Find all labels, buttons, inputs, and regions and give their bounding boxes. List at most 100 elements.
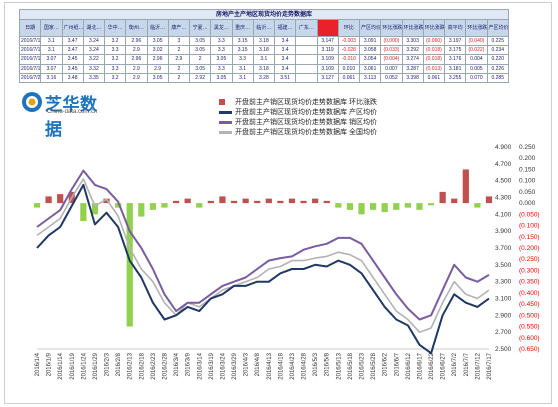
x-tick-label: 2016/4/3 xyxy=(244,352,250,376)
table-title: 房地产主产地区现货均价走势数据库 xyxy=(19,9,509,20)
table-cell: (0.060) xyxy=(422,35,446,47)
change-bar xyxy=(115,203,122,208)
table-header-cell: 环比 xyxy=(337,19,361,37)
y-left-tick-label: 3.100 xyxy=(495,296,512,303)
y-left-tick-label: 3.700 xyxy=(495,245,512,252)
table-cell: 2 xyxy=(188,54,212,65)
y-right-tick-label: 0.000 xyxy=(519,200,536,207)
table-header-cell: 产区均价 xyxy=(358,19,382,37)
table-cell: 0.220 xyxy=(486,54,509,65)
table-cell: 3.15 xyxy=(231,45,254,56)
table-cell: 3.2 xyxy=(103,54,127,65)
change-bar xyxy=(393,203,400,210)
table-cell: 2 xyxy=(167,72,191,84)
table-cell: 3.05 xyxy=(188,35,212,47)
change-bar xyxy=(138,203,145,217)
table-cell: 3.147 xyxy=(316,35,339,47)
table-header-cell: 华中… xyxy=(103,19,127,37)
change-bar xyxy=(404,203,411,208)
table-cell: 3.05 xyxy=(188,63,212,74)
table-row: 2016/7/203.163.483.353.22.93.0522.923.05… xyxy=(18,72,509,84)
x-tick-label: 2016/6/12 xyxy=(406,352,412,379)
table-cell: 3.3 xyxy=(103,63,127,74)
table-body: 2016/7/143.13.473.243.22.963.0533.053.33… xyxy=(18,35,509,84)
table-cell: 3.28 xyxy=(252,72,276,84)
table-cell: 2016/7/19 xyxy=(18,63,42,74)
table-cell: 3.24 xyxy=(82,35,106,47)
x-tick-label: 2016/1/19 xyxy=(70,352,76,379)
series-line-producer xyxy=(36,183,490,355)
table-cell: 3.1 xyxy=(40,35,63,47)
change-bar xyxy=(219,196,226,204)
table-cell: 3.51 xyxy=(273,72,297,84)
table-cell: 2016/7/14 xyxy=(18,35,42,47)
table-cell: 0.005 xyxy=(465,63,488,74)
table-cell: 3.05 xyxy=(188,45,212,56)
table-header-cell xyxy=(316,19,339,37)
change-bar xyxy=(485,196,493,204)
table-header-cell: 康产… xyxy=(167,19,191,37)
x-tick-label: 2016/1/9 xyxy=(47,352,53,376)
table-cell: 0.004 xyxy=(465,54,488,65)
table-cell: 3.175 xyxy=(443,45,467,56)
table-cell: 3.32 xyxy=(82,63,106,74)
table-cell: 2.9 xyxy=(125,63,148,74)
chart-svg: 2.500 2.700 2.900 3.100 3.300 3.500 3.700 3.900… xyxy=(33,144,540,380)
table-cell: 2.9 xyxy=(125,72,148,84)
table-cell: 3.197 xyxy=(443,35,467,47)
change-bar xyxy=(265,198,272,204)
table-cell: 3.113 xyxy=(358,72,382,84)
table-header-cell: 国家… xyxy=(40,19,63,37)
y-right-tick-label: (0.600) xyxy=(519,335,540,342)
table-header-cell: 黑龙… xyxy=(210,19,233,37)
x-tick-label: 2016/5/3 xyxy=(313,352,319,376)
table-cell: 3.109 xyxy=(316,63,339,74)
table-header-cell: 高平均 xyxy=(443,19,467,37)
y-left-tick-label: 2.700 xyxy=(495,329,512,336)
change-bar xyxy=(312,198,319,204)
change-bar xyxy=(439,191,446,204)
table-cell: 3.05 xyxy=(146,35,169,47)
table-cell: 0.225 xyxy=(486,35,509,47)
table-row: 2016/7/183.073.453.223.22.962.962.923.05… xyxy=(18,54,509,65)
x-tick-label: 2016/3/14 xyxy=(197,352,203,379)
table-header-cell: 环比涨跌 xyxy=(380,19,403,37)
table-cell: 3.48 xyxy=(61,72,84,84)
table-cell: 3.255 xyxy=(443,72,467,84)
x-tick-label: 2016/6/17 xyxy=(417,352,423,379)
legend-swatch-producer xyxy=(219,110,232,114)
legend-item-change: 开盘前主产销区现货均价走势数据库 环比涨跌 xyxy=(219,97,377,107)
table-cell: 0.010 xyxy=(337,63,361,74)
table-cell: 3.1 xyxy=(231,72,254,84)
x-tick-label: 2016/3/19 xyxy=(209,352,215,379)
table-cell: 3.05 xyxy=(146,72,169,84)
y-left-tick-label: 4.300 xyxy=(495,195,512,202)
table-cell: 3.181 xyxy=(443,63,467,74)
table-cell: 3.02 xyxy=(146,45,169,56)
y-right-tick-label: (0.100) xyxy=(519,223,540,230)
table-cell: 3.091 xyxy=(358,35,382,47)
table-cell: 2.9 xyxy=(167,54,191,65)
x-tick-label: 2016/1/4 xyxy=(35,352,41,376)
logo-badge-icon xyxy=(22,92,42,112)
table-header-cell: 广州纸… xyxy=(61,19,84,37)
legend-item-national: 开盘前主产销区现货均价走势数据库 全国均价 xyxy=(219,127,377,137)
x-tick-label: 2016/6/27 xyxy=(441,352,447,379)
table-cell: 3.398 xyxy=(401,72,424,84)
x-tick-label: 2016/7/17 xyxy=(487,352,493,379)
table-cell: 3.45 xyxy=(61,63,84,74)
legend-item-consumer: 开盘前主产销区现货均价走势数据库 销区均价 xyxy=(219,117,377,127)
table-cell: (0.018) xyxy=(422,45,446,56)
table-cell: 2.96 xyxy=(146,54,169,65)
x-tick-label: 2016/1/24 xyxy=(81,352,87,379)
table-cell: 3.2 xyxy=(103,72,127,84)
table-cell: 3.058 xyxy=(358,45,382,56)
table-cell: 2 xyxy=(167,63,191,74)
table-cell: 3.1 xyxy=(252,54,276,65)
table-cell: 2.92 xyxy=(188,72,212,84)
y-right-tick-label: 0.200 xyxy=(519,155,536,162)
x-tick-label: 2016/6/2 xyxy=(383,352,389,376)
table-cell: -0.010 xyxy=(337,54,361,65)
y-left-tick-label: 3.900 xyxy=(495,228,512,235)
table-header-row: 日期 国家… 广州纸… 湖北… 华中… 衡州… 临沂… 康产… 宁夏… 黑龙… 重庆… 临沂… 福建… 广… xyxy=(18,19,509,37)
